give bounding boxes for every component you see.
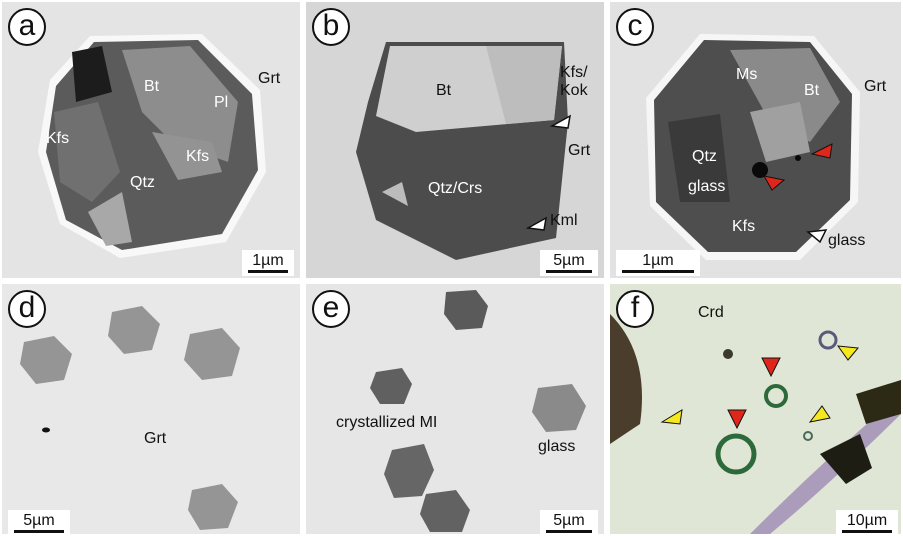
arrowhead-white-icon <box>550 114 571 129</box>
scale-bar-d: 5µm <box>8 510 70 534</box>
label-grt: Grt <box>568 142 591 159</box>
label-crd: Crd <box>698 304 724 321</box>
scale-bar-a-line <box>248 270 288 273</box>
label-grt: Grt <box>864 78 887 95</box>
label-qtz: Qtz <box>130 174 155 191</box>
panel-b-image <box>306 2 604 278</box>
panel-f-image <box>610 284 901 534</box>
label-bt: Bt <box>144 78 160 95</box>
scale-bar-d-text: 5µm <box>23 512 55 529</box>
label-crystallized-mi: crystallized MI <box>336 414 438 431</box>
scale-bar-e-text: 5µm <box>553 512 585 529</box>
label-kfs: Kfs <box>732 218 756 235</box>
label-grt: Grt <box>144 430 167 447</box>
scale-bar-b-line <box>546 270 592 273</box>
label-kml: Kml <box>550 212 578 229</box>
scale-bar-d-line <box>14 530 64 533</box>
panel-c: c Ms Bt Grt Qtz glass Kfs glass 1µm <box>610 2 901 278</box>
label-qtz-crs: Qtz/Crs <box>428 180 483 197</box>
arrowhead-red-icon <box>810 143 833 159</box>
panel-a-label: a <box>8 8 46 46</box>
panel-b: b Bt Kfs/ Kok Grt Qtz/Crs Kml 5µm <box>306 2 604 278</box>
label-kfs-right: Kfs <box>186 148 210 165</box>
arrowhead-yellow-icon <box>660 409 683 425</box>
panel-e-image <box>306 284 604 534</box>
arrowhead-yellow-icon <box>808 405 831 423</box>
arrowhead-red-icon <box>727 409 747 430</box>
label-qtz: Qtz <box>692 148 717 165</box>
label-bt: Bt <box>804 82 820 99</box>
panel-d-label: d <box>8 290 46 328</box>
panel-e: e crystallized MI glass 5µm <box>306 284 604 534</box>
scale-bar-f-line <box>842 530 892 533</box>
panel-d-image <box>2 284 300 534</box>
arrowhead-red-icon <box>761 357 781 378</box>
panel-a: a Bt Grt Pl Kfs Kfs Qtz 1µm <box>2 2 300 278</box>
panel-d: d Grt 5µm <box>2 284 300 534</box>
panel-f: f Crd 10µm <box>610 284 901 534</box>
scale-bar-c-text: 1µm <box>642 252 674 269</box>
panel-e-label: e <box>312 290 350 328</box>
scale-bar-b-text: 5µm <box>553 252 585 269</box>
scale-bar-a: 1µm <box>242 250 294 276</box>
label-kfs-left: Kfs <box>46 130 70 147</box>
label-glass-rim: glass <box>828 232 866 249</box>
label-bt: Bt <box>436 82 452 99</box>
arrowhead-red-icon <box>763 175 786 191</box>
label-pl: Pl <box>214 94 229 111</box>
panel-f-label: f <box>616 290 654 328</box>
label-glass: glass <box>688 178 726 195</box>
scale-bar-b: 5µm <box>540 250 598 276</box>
label-ms: Ms <box>736 66 758 83</box>
scale-bar-c: 1µm <box>616 250 700 276</box>
panel-c-label: c <box>616 8 654 46</box>
panel-a-image <box>2 2 300 278</box>
arrowhead-white-icon <box>526 216 547 231</box>
scale-bar-e: 5µm <box>540 510 598 534</box>
scale-bar-e-line <box>546 530 592 533</box>
scale-bar-f-text: 10µm <box>846 512 888 529</box>
arrowhead-yellow-icon <box>836 345 859 361</box>
scale-bar-a-text: 1µm <box>252 252 284 269</box>
label-kfs-kok: Kfs/ Kok <box>560 64 588 100</box>
arrowhead-white-icon <box>806 229 828 244</box>
label-grt: Grt <box>258 70 281 87</box>
panel-c-image <box>610 2 901 278</box>
panel-b-label: b <box>312 8 350 46</box>
scale-bar-c-line <box>622 270 694 273</box>
scale-bar-f: 10µm <box>836 510 898 534</box>
label-glass: glass <box>538 438 576 455</box>
label-kfs-kok-text: Kfs/ Kok <box>560 64 588 99</box>
